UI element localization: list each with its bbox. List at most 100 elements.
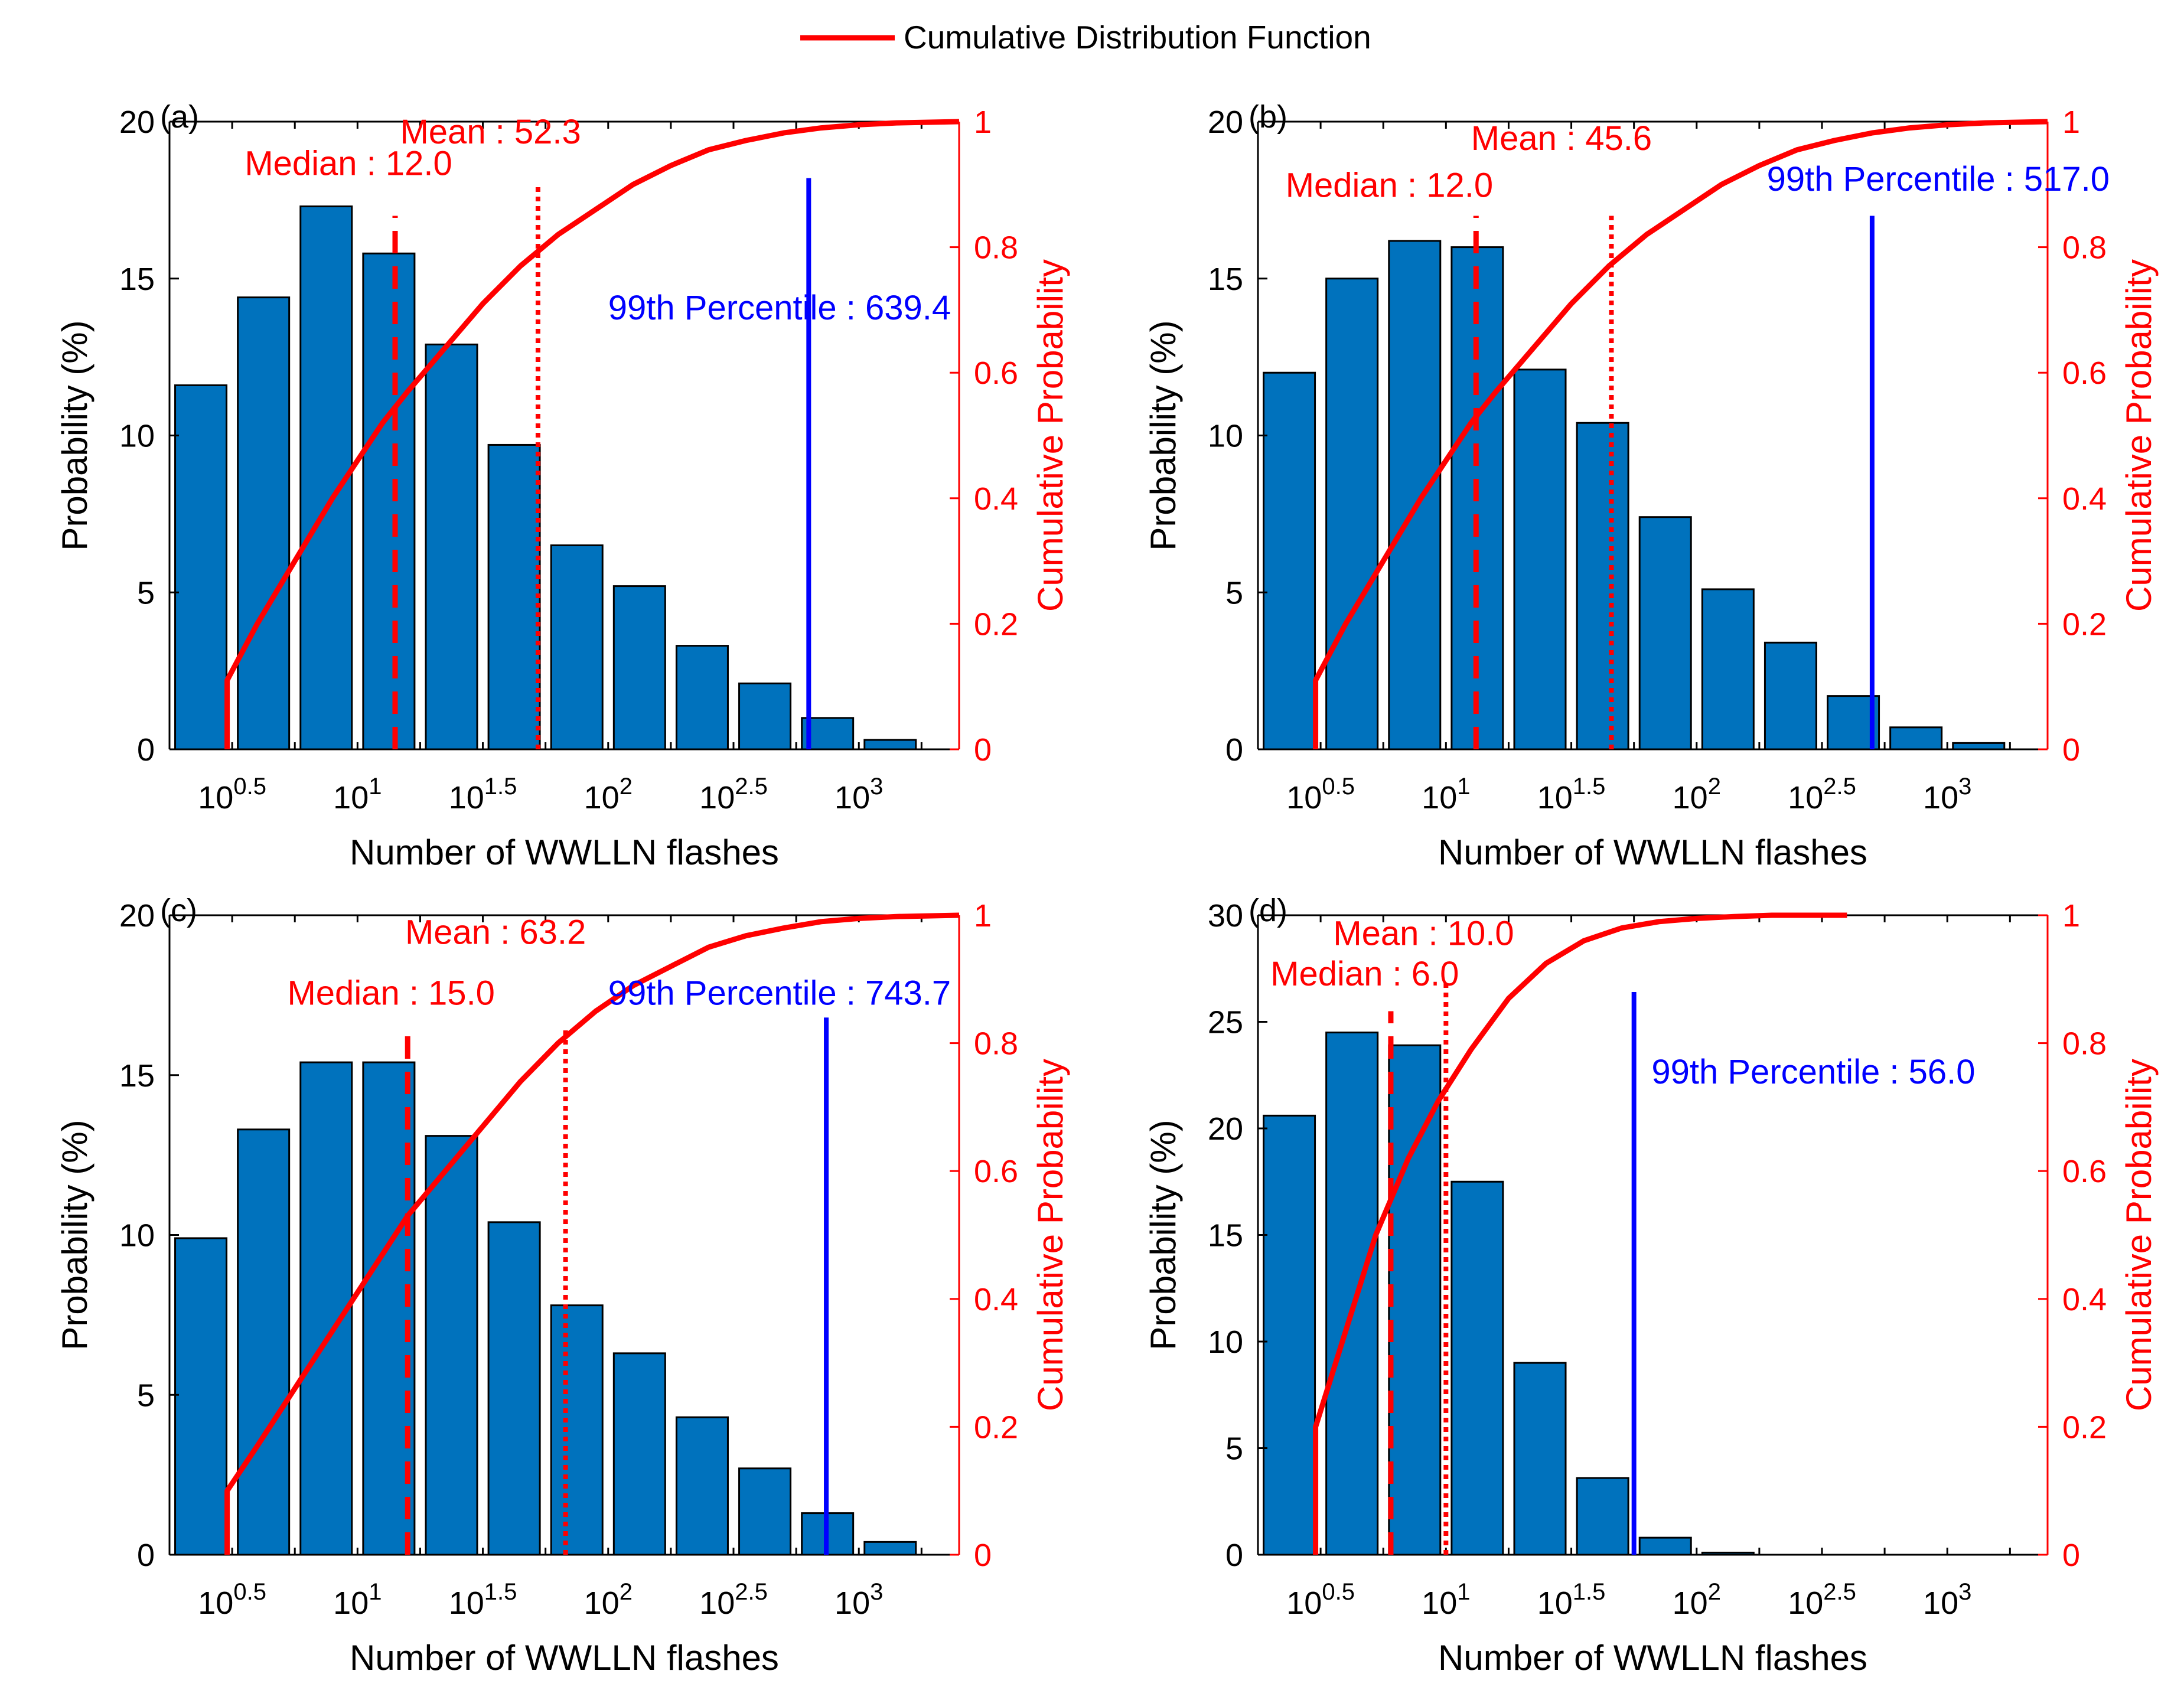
x-tick-label: 101.5	[449, 774, 517, 815]
y2-tick-label: 1	[2062, 898, 2080, 934]
y2-tick-label: 0	[974, 1538, 992, 1573]
x-axis-label: Number of WWLLN flashes	[1438, 833, 1867, 872]
x-tick-label: 102	[1673, 1579, 1721, 1621]
bar	[1889, 726, 1943, 750]
panel-d: 0 5 10 15 20 25 30 0 0.2 0.4 0.6 0.8 1 100.5 101 101.5 1…	[1143, 893, 2159, 1678]
median-label: Median : 12.0	[1286, 167, 1493, 205]
x-axis-label: Number of WWLLN flashes	[1438, 1638, 1867, 1678]
y-tick-label: 10	[119, 1218, 155, 1254]
percentile99-label: 99th Percentile : 639.4	[608, 289, 951, 327]
cdf-curve	[224, 119, 960, 749]
y2-tick-label: 0.6	[2062, 355, 2107, 391]
cdf-curve	[1313, 119, 2048, 749]
bar	[738, 1467, 792, 1556]
x-tick-label: 101.5	[1537, 1579, 1606, 1621]
bar	[863, 739, 917, 750]
x-tick-label: 102	[584, 774, 633, 815]
bar	[237, 1128, 291, 1556]
bar	[1450, 1180, 1504, 1556]
y-tick-label: 15	[119, 1058, 155, 1094]
figure-legend: Cumulative Distribution Function	[800, 19, 1371, 56]
y-axis-label: Probability (%)	[55, 1120, 94, 1350]
y-tick-label: 10	[1208, 1324, 1243, 1360]
bar	[1325, 278, 1379, 750]
bar	[237, 296, 291, 750]
y-axis-label: Probability (%)	[1143, 1120, 1183, 1350]
y-axis-label: Probability (%)	[55, 320, 94, 550]
y2-tick-label: 0.4	[974, 481, 1018, 517]
mean-label: Mean : 52.3	[400, 113, 581, 151]
x-tick-label: 103	[835, 1579, 883, 1621]
y2-tick-label: 0	[2062, 732, 2080, 768]
bar	[1263, 1114, 1316, 1556]
bar	[612, 1352, 666, 1556]
bar	[1576, 1477, 1629, 1556]
bar	[1513, 368, 1567, 750]
y2-tick-label: 0.4	[2062, 481, 2107, 517]
y-tick-label: 5	[137, 575, 155, 611]
x-tick-label: 101.5	[449, 1579, 517, 1621]
y-tick-label: 0	[137, 1538, 155, 1573]
legend-cdf-label: Cumulative Distribution Function	[904, 19, 1371, 56]
bar	[487, 1221, 541, 1556]
bar	[675, 1416, 729, 1556]
y-tick-label: 20	[119, 898, 155, 934]
bar	[738, 682, 792, 750]
x-axis-label: Number of WWLLN flashes	[350, 1638, 779, 1678]
x-tick-label: 100.5	[1286, 1579, 1355, 1621]
y-tick-label: 20	[119, 105, 155, 140]
y2-tick-label: 0.8	[2062, 1026, 2107, 1062]
y-tick-label: 5	[137, 1378, 155, 1413]
mean-label: Mean : 45.6	[1471, 119, 1652, 158]
median-label: Median : 15.0	[287, 974, 494, 1013]
x-tick-label: 101	[333, 1579, 382, 1621]
y2-tick-label: 0	[2062, 1538, 2080, 1573]
bar	[1764, 641, 1817, 750]
x-axis-label: Number of WWLLN flashes	[350, 833, 779, 872]
y-tick-label: 20	[1208, 1111, 1243, 1147]
bar	[1638, 516, 1692, 750]
bar	[863, 1541, 917, 1556]
percentile99-label: 99th Percentile : 56.0	[1651, 1053, 1975, 1091]
y2-tick-label: 1	[974, 105, 992, 140]
y-tick-label: 5	[1225, 1431, 1243, 1467]
y2-tick-label: 0.6	[974, 1154, 1018, 1189]
cdf-curve	[1313, 912, 1847, 1555]
x-tick-label: 102.5	[699, 1579, 768, 1621]
bar	[675, 645, 729, 750]
bar	[174, 384, 228, 750]
panel-c: 0 5 10 15 20 0 0.2 0.4 0.6 0.8 1 100.5 101 101.5 102 10…	[55, 893, 1070, 1678]
bar	[1325, 1032, 1379, 1556]
y2-axis-label: Cumulative Probability	[2119, 1059, 2159, 1411]
y-tick-label: 5	[1225, 575, 1243, 611]
y-tick-label: 10	[119, 419, 155, 454]
y2-tick-label: 0.2	[2062, 1409, 2107, 1445]
y-tick-label: 30	[1208, 898, 1243, 934]
y2-tick-label: 0.4	[974, 1282, 1018, 1317]
panel-label: (d)	[1249, 893, 1287, 928]
bar	[550, 544, 604, 750]
bar	[425, 1135, 478, 1556]
x-tick-label: 101	[1422, 1579, 1470, 1621]
y-tick-label: 15	[1208, 262, 1243, 297]
y-tick-label: 0	[137, 732, 155, 768]
x-tick-label: 102.5	[1788, 1579, 1856, 1621]
median-label: Median : 12.0	[245, 144, 452, 182]
cdf-curve	[224, 912, 960, 1555]
x-tick-label: 102.5	[699, 774, 768, 815]
y2-tick-label: 0.8	[2062, 230, 2107, 266]
y2-tick-label: 0.2	[2062, 606, 2107, 642]
y2-tick-label: 0.4	[2062, 1282, 2107, 1317]
y2-tick-label: 0.6	[974, 355, 1018, 391]
panel-b: 0 5 10 15 20 0 0.2 0.4 0.6 0.8 1 100.5 101 101.5 102 10…	[1143, 99, 2159, 872]
y2-tick-label: 0.2	[974, 1409, 1018, 1445]
x-tick-label: 103	[835, 774, 883, 815]
y2-axis-label: Cumulative Probability	[1031, 259, 1070, 612]
bar	[1388, 240, 1442, 750]
bar	[550, 1304, 604, 1556]
x-tick-label: 100.5	[198, 774, 266, 815]
panel-a: 0 5 10 15 20 0 0.2 0.4 0.6 0.8 1 100.5 101 101.5 102 10…	[55, 99, 1070, 872]
y2-tick-label: 0.2	[974, 606, 1018, 642]
y-tick-label: 0	[1225, 1538, 1243, 1573]
